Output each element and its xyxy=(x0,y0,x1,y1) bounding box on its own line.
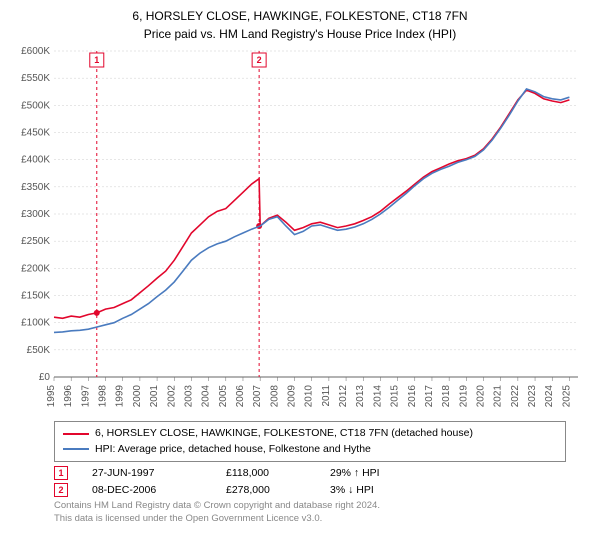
marker-hpi-delta: 29% ↑ HPI xyxy=(330,467,380,479)
svg-text:2002: 2002 xyxy=(166,384,177,407)
svg-text:£300K: £300K xyxy=(21,209,50,220)
svg-text:2001: 2001 xyxy=(149,384,160,407)
marker-hpi-delta: 3% ↓ HPI xyxy=(330,484,374,496)
svg-text:2018: 2018 xyxy=(441,384,452,407)
svg-text:£200K: £200K xyxy=(21,263,50,274)
svg-text:2009: 2009 xyxy=(287,384,298,407)
legend-label: 6, HORSLEY CLOSE, HAWKINGE, FOLKESTONE, … xyxy=(95,426,473,442)
price-chart: £0 £50K £100K £150K £200K £250K £300K £350K £400… xyxy=(10,47,590,417)
svg-text:2008: 2008 xyxy=(269,384,280,407)
marker-price: £118,000 xyxy=(226,467,306,479)
svg-text:2020: 2020 xyxy=(476,384,487,407)
svg-text:£500K: £500K xyxy=(21,100,50,111)
marker-date: 08-DEC-2006 xyxy=(92,484,202,496)
svg-text:1996: 1996 xyxy=(63,384,74,407)
svg-text:2005: 2005 xyxy=(218,384,229,407)
svg-text:£50K: £50K xyxy=(27,345,51,356)
svg-text:2000: 2000 xyxy=(132,384,143,407)
svg-text:£450K: £450K xyxy=(21,127,50,138)
svg-text:2021: 2021 xyxy=(493,384,504,407)
svg-text:2015: 2015 xyxy=(390,384,401,407)
svg-text:1998: 1998 xyxy=(98,384,109,407)
svg-text:1997: 1997 xyxy=(80,384,91,407)
svg-text:2010: 2010 xyxy=(304,384,315,407)
chart-title-line2: Price paid vs. HM Land Registry's House … xyxy=(10,27,590,41)
svg-text:2003: 2003 xyxy=(183,384,194,407)
svg-text:2025: 2025 xyxy=(561,384,572,407)
svg-text:2022: 2022 xyxy=(510,384,521,407)
svg-text:£150K: £150K xyxy=(21,290,50,301)
svg-text:£250K: £250K xyxy=(21,236,50,247)
svg-text:£550K: £550K xyxy=(21,73,50,84)
marker-badge: 1 xyxy=(54,466,68,480)
legend-row: HPI: Average price, detached house, Folk… xyxy=(63,442,557,458)
attribution-line2: This data is licensed under the Open Gov… xyxy=(54,513,566,525)
svg-text:1999: 1999 xyxy=(115,384,126,407)
svg-text:2004: 2004 xyxy=(201,384,212,407)
marker-row: 1 27-JUN-1997 £118,000 29% ↑ HPI xyxy=(54,466,566,480)
legend-row: 6, HORSLEY CLOSE, HAWKINGE, FOLKESTONE, … xyxy=(63,426,557,442)
svg-text:2011: 2011 xyxy=(321,384,332,406)
attribution-text: Contains HM Land Registry data © Crown c… xyxy=(54,500,566,525)
legend-swatch xyxy=(63,448,89,450)
marker-row: 2 08-DEC-2006 £278,000 3% ↓ HPI xyxy=(54,483,566,497)
svg-text:1: 1 xyxy=(94,55,99,65)
svg-text:2012: 2012 xyxy=(338,384,349,407)
svg-text:1995: 1995 xyxy=(46,384,57,407)
svg-text:2023: 2023 xyxy=(527,384,538,407)
svg-text:2: 2 xyxy=(257,55,262,65)
marker-badge: 2 xyxy=(54,483,68,497)
svg-text:2014: 2014 xyxy=(372,384,383,407)
chart-title-line1: 6, HORSLEY CLOSE, HAWKINGE, FOLKESTONE, … xyxy=(10,8,590,25)
marker-table: 1 27-JUN-1997 £118,000 29% ↑ HPI 2 08-DEC-200… xyxy=(54,466,566,497)
attribution-line1: Contains HM Land Registry data © Crown c… xyxy=(54,500,566,512)
chart-legend: 6, HORSLEY CLOSE, HAWKINGE, FOLKESTONE, … xyxy=(54,421,566,463)
marker-date: 27-JUN-1997 xyxy=(92,467,202,479)
svg-text:£600K: £600K xyxy=(21,47,50,57)
svg-text:2017: 2017 xyxy=(424,384,435,407)
svg-text:2019: 2019 xyxy=(458,384,469,407)
svg-text:2006: 2006 xyxy=(235,384,246,407)
marker-price: £278,000 xyxy=(226,484,306,496)
svg-text:2007: 2007 xyxy=(252,384,263,407)
svg-text:2024: 2024 xyxy=(544,384,555,407)
legend-swatch xyxy=(63,433,89,435)
svg-text:£400K: £400K xyxy=(21,154,50,165)
svg-text:2016: 2016 xyxy=(407,384,418,407)
legend-label: HPI: Average price, detached house, Folk… xyxy=(95,442,371,458)
svg-text:£350K: £350K xyxy=(21,182,50,193)
svg-text:£0: £0 xyxy=(39,372,51,383)
svg-text:2013: 2013 xyxy=(355,384,366,407)
svg-text:£100K: £100K xyxy=(21,317,50,328)
